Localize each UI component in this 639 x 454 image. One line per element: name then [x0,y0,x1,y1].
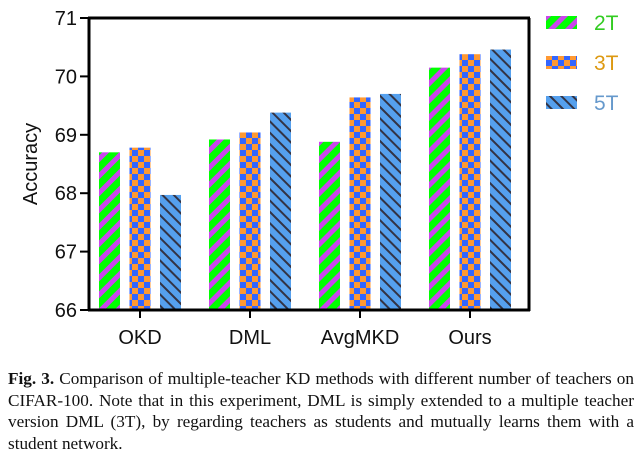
caption-text: Comparison of multiple-teacher KD method… [8,369,634,453]
bar-okd-3t [129,147,151,310]
legend-swatch-2t [546,16,577,29]
bar-dml-3t [239,132,261,310]
y-tick-label: 69 [55,125,77,147]
bar-okd-2t [99,152,120,310]
legend-swatch-3t [546,56,577,69]
y-tick-label: 66 [55,300,77,322]
y-axis-label: Accuracy [20,123,42,205]
y-tick-label: 70 [55,66,77,88]
x-tick-label: AvgMKD [321,327,400,349]
bar-ours-2t [429,67,450,310]
x-tick-label: OKD [118,327,161,349]
y-tick-label: 67 [55,242,77,264]
legend-label-2t: 2T [594,12,619,35]
ticks-group: OKD DML AvgMKD Ours 66 67 68 69 70 71 [55,8,492,349]
legend: 2T 3T 5T [546,12,619,115]
axes-group [87,16,531,312]
bar-ours-3t [459,54,481,310]
bar-dml-5t [270,112,291,310]
bar-avgmkd-2t [319,141,340,310]
bar-okd-5t [160,194,181,310]
bar-avgmkd-3t [349,97,371,310]
legend-swatch-5t [546,96,577,109]
figure-caption: Fig. 3. Comparison of multiple-teacher K… [8,368,634,454]
legend-label-5t: 5T [594,92,619,115]
x-tick-label: Ours [448,327,491,349]
caption-label: Fig. 3. [8,369,55,388]
y-tick-label: 68 [55,183,77,205]
x-tick-label: DML [229,327,271,349]
bars-group [99,49,511,310]
bar-ours-5t [490,49,511,310]
bar-dml-2t [209,139,230,310]
bar-chart: OKD DML AvgMKD Ours 66 67 68 69 70 71 Accuracy 2T… [20,8,619,349]
bar-avgmkd-5t [380,93,401,310]
legend-label-3t: 3T [594,52,619,75]
y-tick-label: 71 [55,8,77,30]
